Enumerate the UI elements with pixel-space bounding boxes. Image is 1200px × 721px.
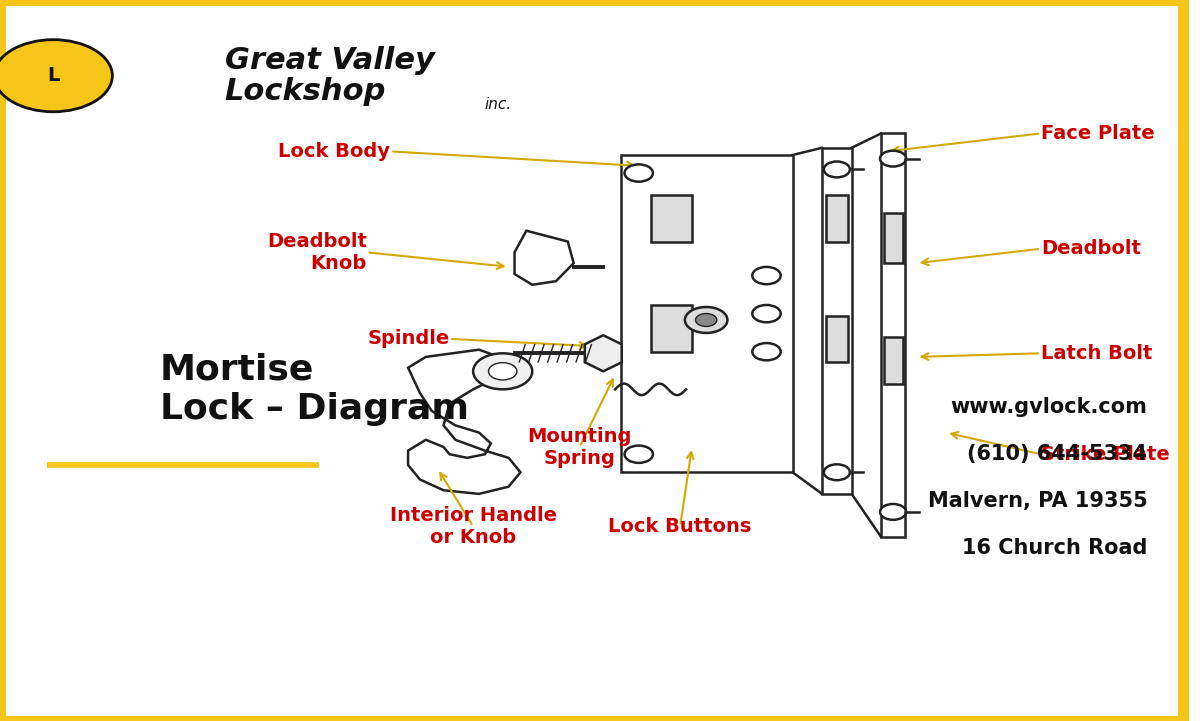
- FancyBboxPatch shape: [822, 148, 852, 494]
- Bar: [650, 305, 692, 352]
- Text: Strike Plate: Strike Plate: [1040, 445, 1170, 464]
- Text: Spindle: Spindle: [367, 329, 450, 348]
- Bar: [883, 213, 902, 263]
- Circle shape: [685, 307, 727, 333]
- Text: Face Plate: Face Plate: [1040, 124, 1154, 143]
- Circle shape: [624, 446, 653, 463]
- Circle shape: [880, 151, 906, 167]
- Circle shape: [752, 267, 781, 284]
- Bar: [883, 337, 902, 384]
- FancyBboxPatch shape: [620, 155, 792, 472]
- Text: L: L: [47, 66, 60, 85]
- Text: (610) 644-5334: (610) 644-5334: [967, 444, 1147, 464]
- Bar: [826, 316, 848, 363]
- Text: Lock Buttons: Lock Buttons: [608, 517, 752, 536]
- Circle shape: [696, 314, 716, 327]
- Text: Deadbolt
Knob: Deadbolt Knob: [266, 232, 367, 273]
- Text: www.gvlock.com: www.gvlock.com: [950, 397, 1147, 417]
- Text: Lock Body: Lock Body: [278, 142, 390, 161]
- Text: Interior Handle
or Knob: Interior Handle or Knob: [390, 506, 557, 547]
- Circle shape: [824, 464, 850, 480]
- Bar: [826, 195, 848, 242]
- Text: Mortise
Lock – Diagram: Mortise Lock – Diagram: [160, 353, 469, 426]
- Text: Malvern, PA 19355: Malvern, PA 19355: [928, 491, 1147, 511]
- Circle shape: [880, 504, 906, 520]
- Text: 16 Church Road: 16 Church Road: [962, 538, 1147, 558]
- Bar: [650, 195, 692, 242]
- Text: inc.: inc.: [485, 97, 512, 112]
- Circle shape: [752, 343, 781, 360]
- Text: Great Valley
Lockshop: Great Valley Lockshop: [224, 45, 434, 106]
- Polygon shape: [408, 350, 521, 494]
- Text: Latch Bolt: Latch Bolt: [1040, 344, 1152, 363]
- Polygon shape: [584, 335, 622, 371]
- FancyBboxPatch shape: [881, 133, 905, 537]
- Circle shape: [624, 164, 653, 182]
- Circle shape: [0, 40, 113, 112]
- Circle shape: [752, 305, 781, 322]
- Text: Mounting
Spring: Mounting Spring: [528, 427, 631, 467]
- Polygon shape: [515, 231, 574, 285]
- Circle shape: [473, 353, 533, 389]
- Text: Deadbolt: Deadbolt: [1040, 239, 1141, 258]
- Circle shape: [488, 363, 517, 380]
- Circle shape: [824, 162, 850, 177]
